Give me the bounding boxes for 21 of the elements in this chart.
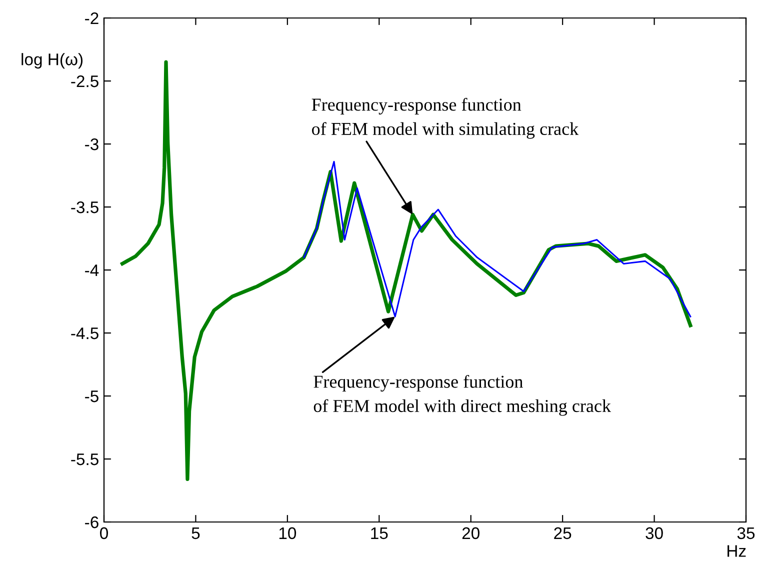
x-tick-label: 20 (462, 527, 480, 540)
annotation: Frequency-response function of FEM model with direct meshing crack (314, 374, 612, 416)
y-tick-label: -6 (85, 516, 98, 528)
y-tick-label: -3.5 (71, 201, 98, 214)
x-tick-label: 0 (100, 527, 108, 540)
x-tick-label: 10 (279, 527, 296, 540)
x-axis-title: Hz (728, 545, 746, 557)
x-tick-label: 5 (192, 527, 200, 540)
y-tick-label: -5 (85, 390, 98, 402)
x-tick-label: 30 (646, 527, 663, 540)
y-tick-label: -5.5 (71, 454, 98, 466)
x-tick-label: 35 (737, 527, 755, 540)
y-tick-label: -2 (85, 12, 98, 24)
annotation: Frequency-response function of FEM model with simulating crack (312, 98, 579, 139)
y-tick-label: -4.5 (71, 328, 98, 340)
y-tick-label: -3 (85, 138, 98, 150)
y-axis-title: log H(ω) (22, 53, 83, 69)
y-tick-label: -2.5 (71, 75, 98, 88)
x-tick-label: 15 (371, 527, 388, 540)
y-tick-label: -4 (85, 264, 99, 276)
x-tick-label: 25 (554, 527, 572, 540)
